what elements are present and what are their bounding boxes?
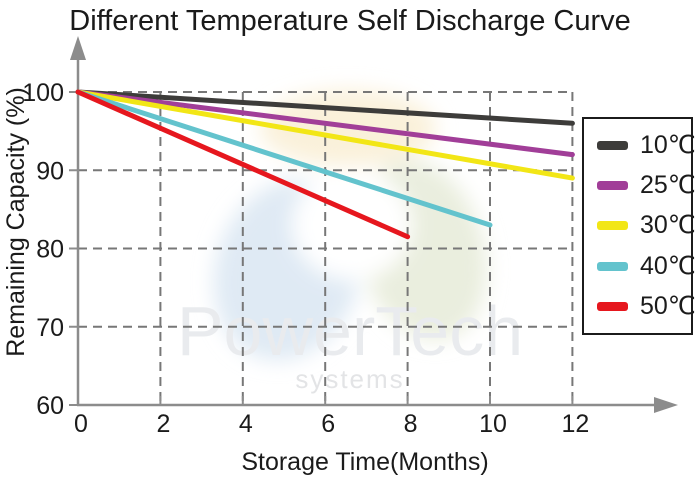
series-line-25c [75, 89, 575, 158]
x-tick-label: 4 [239, 410, 253, 438]
y-tick-label: 60 [36, 392, 64, 420]
legend-item-10c: 10℃ [584, 132, 696, 158]
legend-label-10c: 10℃ [640, 130, 696, 159]
legend-swatch-10c [597, 140, 628, 150]
y-axis-title: Remaining Capacity (%) [2, 87, 30, 357]
watermark-brand-text: PowerTech [177, 292, 523, 370]
legend-label-50c: 50℃ [640, 292, 696, 321]
legend-label-30c: 30℃ [640, 211, 696, 240]
series-line-10c [75, 89, 575, 126]
legend: 10℃ 25℃ 30℃ 40℃ 50℃ [582, 117, 696, 335]
series-line-40c [75, 89, 493, 228]
series-line-30c [75, 89, 575, 181]
x-axis-title: Storage Time(Months) [241, 448, 488, 476]
y-tick-label: 80 [36, 236, 64, 264]
x-tick-label: 6 [321, 410, 335, 438]
legend-swatch-40c [597, 261, 628, 271]
x-tick-label: 0 [74, 410, 88, 438]
legend-swatch-25c [597, 181, 628, 191]
x-tick-label: 10 [479, 410, 507, 438]
legend-swatch-30c [597, 221, 628, 231]
gridlines [78, 91, 574, 404]
logo-center [292, 170, 412, 280]
chart-title: Different Temperature Self Discharge Cur… [69, 5, 631, 37]
legend-item-25c: 25℃ [584, 173, 696, 198]
x-tick-label: 8 [404, 410, 418, 438]
series-line-50c [75, 89, 411, 240]
legend-label-25c: 25℃ [640, 171, 696, 200]
x-tick-label: 2 [156, 410, 170, 438]
legend-label-40c: 40℃ [640, 251, 696, 280]
tick-labels: 100 90 80 70 60 0 2 4 6 8 10 12 [22, 79, 589, 438]
y-tick-label: 70 [36, 314, 64, 342]
legend-item-40c: 40℃ [584, 253, 696, 279]
x-tick-label: 12 [561, 410, 589, 438]
y-tick-label: 100 [22, 79, 64, 107]
axes [76, 57, 657, 407]
y-axis-arrow-icon [70, 36, 86, 60]
legend-swatch-50c [597, 302, 628, 312]
y-tick-label: 90 [36, 157, 64, 185]
legend-item-50c: 50℃ [584, 294, 696, 319]
watermark-sub-text: systems [295, 364, 404, 394]
x-axis-arrow-icon [654, 397, 678, 413]
data-series [75, 89, 575, 240]
legend-item-30c: 30℃ [584, 213, 696, 238]
